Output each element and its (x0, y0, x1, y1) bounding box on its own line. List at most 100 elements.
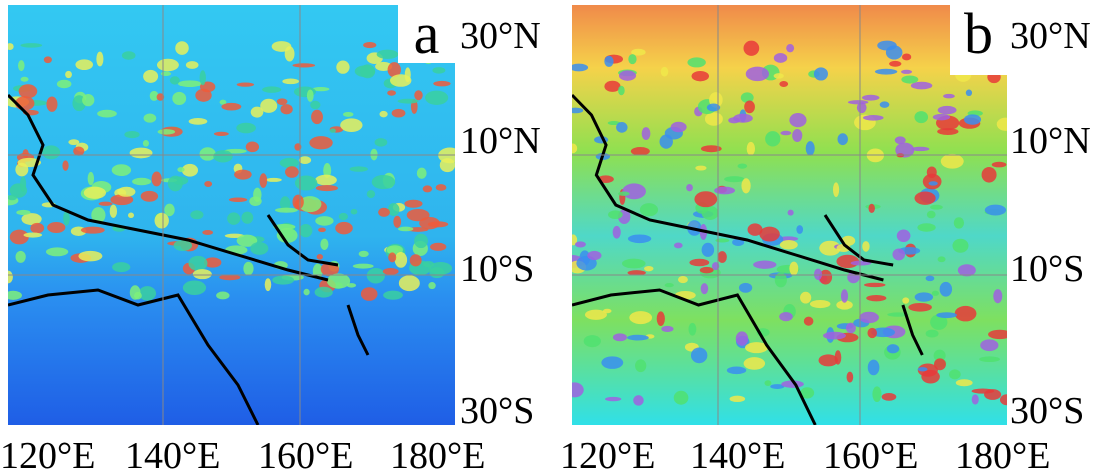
map-texture (298, 196, 322, 213)
map-texture (745, 342, 769, 354)
map-texture (868, 203, 875, 213)
map-texture (169, 76, 180, 85)
map-texture (138, 286, 157, 301)
map-texture (185, 61, 199, 69)
map-texture (738, 282, 753, 293)
map-texture (896, 229, 911, 243)
map-texture (329, 128, 336, 133)
map-texture (241, 211, 254, 224)
map-texture (30, 222, 45, 234)
map-texture (294, 175, 318, 191)
map-texture (309, 136, 333, 150)
map-texture (173, 239, 193, 251)
map-texture (315, 174, 337, 186)
map-texture (673, 390, 689, 405)
map-texture (8, 43, 14, 50)
map-texture (608, 210, 623, 219)
map-texture (439, 158, 455, 173)
map-texture (953, 217, 965, 229)
map-texture (690, 347, 708, 364)
map-texture (859, 311, 879, 324)
map-texture (285, 166, 299, 178)
map-texture (902, 297, 910, 304)
map-texture (840, 289, 849, 303)
map-texture (881, 393, 897, 401)
map-texture (781, 380, 804, 388)
map-texture (779, 80, 789, 88)
latitude-label: 30°S (1010, 390, 1084, 432)
longitude-label: 180°E (955, 435, 1050, 475)
map-texture (374, 138, 388, 147)
map-texture (18, 60, 25, 72)
map-texture (299, 224, 313, 238)
map-texture (140, 190, 159, 202)
map-texture (622, 183, 646, 200)
map-texture (142, 140, 149, 147)
map-texture (236, 82, 255, 87)
map-texture (379, 110, 388, 118)
map-texture (602, 308, 612, 314)
latitude-label: 30°N (1010, 15, 1091, 57)
map-texture (245, 141, 260, 153)
map-texture (629, 311, 653, 325)
map-texture (914, 111, 929, 124)
map-texture (803, 316, 814, 326)
map-texture (699, 266, 714, 274)
map-texture (21, 213, 42, 226)
map-texture (800, 291, 812, 304)
map-texture (965, 89, 973, 97)
map-texture (818, 354, 839, 367)
map-texture (63, 211, 70, 226)
map-texture (409, 254, 422, 267)
map-texture (23, 232, 43, 238)
map-texture (188, 255, 208, 271)
map-texture (937, 256, 946, 263)
map-texture (787, 209, 794, 216)
map-texture (306, 89, 314, 102)
map-texture (219, 99, 227, 105)
coastline (572, 93, 884, 282)
map-texture (879, 101, 890, 108)
map-texture (889, 60, 902, 67)
map-texture (981, 167, 997, 183)
map-texture (587, 250, 602, 261)
map-texture (627, 334, 649, 341)
map-texture (926, 210, 936, 219)
map-texture (109, 204, 118, 218)
map-texture (910, 81, 933, 90)
map-texture (46, 96, 58, 112)
map-texture (199, 70, 206, 86)
map-texture (97, 109, 117, 118)
map-texture (743, 40, 760, 56)
map-texture (943, 93, 955, 99)
map-texture (335, 221, 353, 235)
map-texture (371, 174, 396, 190)
map-texture (91, 207, 106, 224)
map-texture (428, 282, 436, 290)
map-texture (735, 331, 749, 346)
map-texture (9, 229, 29, 245)
map-texture (729, 395, 746, 403)
map-texture (774, 272, 787, 288)
map-texture (394, 252, 408, 268)
map-texture (352, 263, 374, 269)
map-texture (219, 274, 241, 281)
map-texture (45, 247, 69, 257)
map-texture (56, 79, 72, 89)
map-texture (110, 194, 134, 206)
map-texture (813, 268, 823, 280)
map-texture (813, 67, 828, 81)
panel-label-box (950, 5, 1007, 75)
map-texture (8, 290, 22, 300)
map-texture (661, 325, 674, 332)
map-texture (704, 112, 723, 126)
map-texture (414, 90, 423, 101)
map-texture (796, 225, 804, 234)
map-texture (259, 173, 268, 188)
map-texture (874, 68, 898, 75)
map-texture (78, 250, 103, 262)
map-texture (744, 100, 755, 114)
map-texture (936, 312, 957, 319)
map-texture (864, 282, 886, 288)
longitude-label: 120°E (0, 435, 95, 475)
